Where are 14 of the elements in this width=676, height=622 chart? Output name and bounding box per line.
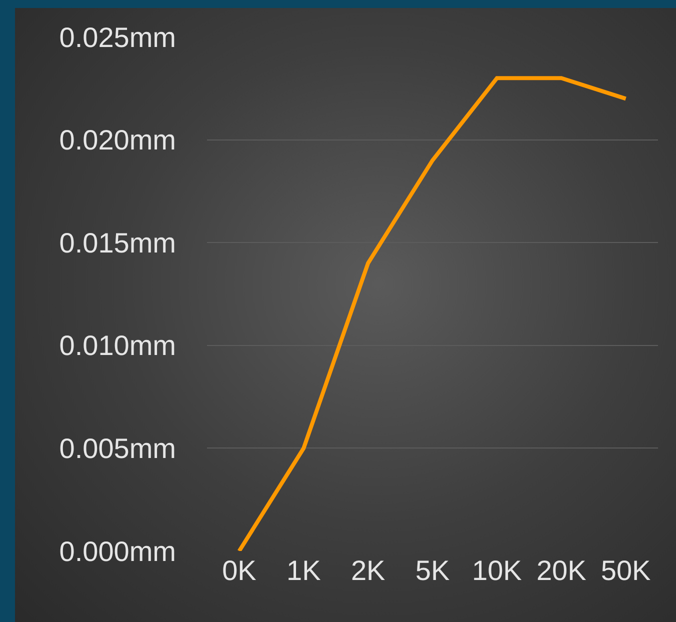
x-tick-label: 2K (350, 555, 386, 586)
y-tick-label: 0.025mm (59, 22, 176, 53)
x-tick-label: 50K (600, 555, 652, 586)
x-tick-label: 10K (472, 555, 522, 586)
y-tick-label: 0.020mm (59, 124, 176, 156)
x-tick-label: 20K (536, 555, 587, 586)
x-tick-label: 0K (222, 555, 257, 586)
y-tick-label: 0.005mm (59, 433, 176, 464)
x-tick-label: 1K (286, 555, 322, 586)
line-series (237, 76, 628, 551)
y-tick-label: 0.010mm (59, 330, 176, 362)
y-tick-label: 0.015mm (59, 227, 176, 258)
x-tick-label: 5K (415, 555, 450, 586)
y-tick-label: 0.000mm (59, 536, 176, 567)
